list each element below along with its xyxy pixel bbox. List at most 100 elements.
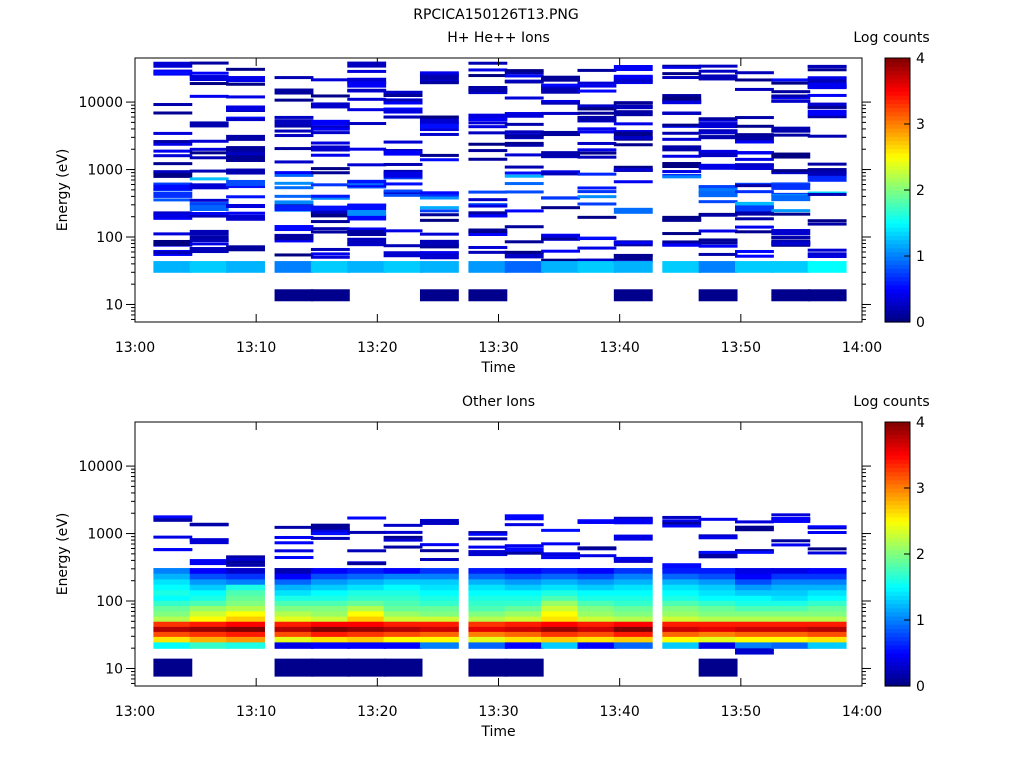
colorbar-segment bbox=[885, 132, 910, 137]
heatmap-cell bbox=[504, 626, 544, 633]
heatmap-cell bbox=[735, 254, 774, 258]
heatmap-cell bbox=[735, 190, 774, 194]
heatmap-cell bbox=[153, 216, 193, 220]
heatmap-cell bbox=[735, 261, 774, 268]
heatmap-cell bbox=[189, 75, 229, 82]
heatmap-cell bbox=[504, 174, 544, 178]
colorbar-segment bbox=[885, 297, 910, 302]
heatmap-cell bbox=[771, 543, 811, 547]
colorbar-segment bbox=[885, 657, 910, 662]
colorbar-segment bbox=[885, 438, 910, 444]
heatmap-cell bbox=[347, 237, 387, 244]
heatmap-cell bbox=[468, 550, 508, 557]
heatmap-cell bbox=[771, 568, 811, 575]
heatmap-cell bbox=[189, 94, 229, 98]
heatmap-cell bbox=[419, 606, 459, 612]
heatmap-cell bbox=[310, 616, 350, 623]
heatmap-cell bbox=[347, 595, 387, 602]
heatmap-cell bbox=[189, 568, 229, 575]
heatmap-cell bbox=[419, 209, 459, 213]
heatmap-cell bbox=[735, 225, 774, 229]
heatmap-cell bbox=[613, 79, 653, 83]
colorbar-segment bbox=[885, 144, 910, 150]
colorbar-segment bbox=[885, 463, 910, 468]
heatmap-cell bbox=[577, 89, 617, 93]
heatmap-cell bbox=[347, 626, 387, 633]
heatmap-cell bbox=[419, 193, 459, 197]
heatmap-cell bbox=[504, 252, 544, 259]
colorbar-segment bbox=[885, 599, 910, 605]
heatmap-cell bbox=[383, 193, 423, 197]
heatmap-cell bbox=[468, 91, 508, 95]
heatmap-cell bbox=[347, 562, 387, 566]
heatmap-cell bbox=[504, 568, 544, 575]
heatmap-cell bbox=[153, 198, 193, 202]
heatmap-cell bbox=[698, 606, 738, 612]
heatmap-cell bbox=[541, 111, 581, 115]
heatmap-cell bbox=[541, 249, 581, 253]
heatmap-cell bbox=[504, 114, 544, 118]
panel-title: H+ He++ Ions bbox=[447, 30, 550, 46]
colorbar-segment bbox=[885, 492, 910, 497]
heatmap-cell bbox=[419, 595, 459, 602]
colorbar-segment bbox=[885, 206, 910, 212]
heatmap-cell bbox=[226, 584, 265, 591]
heatmap-cell bbox=[771, 573, 811, 580]
heatmap-cell bbox=[613, 590, 653, 597]
heatmap-cell bbox=[226, 151, 265, 155]
heatmap-cell bbox=[383, 658, 423, 677]
x-tick-label: 14:00 bbox=[842, 704, 882, 720]
heatmap-cell bbox=[189, 214, 229, 218]
heatmap-cell bbox=[735, 584, 774, 591]
colorbar-segment bbox=[885, 157, 910, 162]
heatmap-cell bbox=[735, 205, 774, 212]
heatmap-cell bbox=[419, 196, 459, 200]
colorbar-segment bbox=[885, 615, 910, 621]
heatmap-cell bbox=[274, 253, 314, 257]
colorbar-tick-label: 3 bbox=[916, 481, 925, 497]
heatmap-cell bbox=[698, 150, 738, 157]
heatmap-cell bbox=[468, 68, 508, 72]
heatmap-cell bbox=[771, 96, 811, 100]
heatmap-cell bbox=[504, 225, 544, 229]
heatmap-cell bbox=[577, 621, 617, 628]
heatmap-cell bbox=[310, 621, 350, 628]
heatmap-cell bbox=[310, 255, 350, 259]
heatmap-cell bbox=[613, 122, 653, 126]
heatmap-cell bbox=[347, 108, 387, 112]
heatmap-cell bbox=[504, 112, 544, 116]
x-tick-label: 13:40 bbox=[599, 704, 639, 720]
heatmap-cell bbox=[468, 584, 508, 591]
heatmap-cell bbox=[504, 261, 544, 268]
heatmap-cell bbox=[310, 145, 350, 152]
heatmap-cell bbox=[662, 218, 702, 222]
heatmap-cell bbox=[698, 244, 738, 248]
heatmap-cell bbox=[504, 595, 544, 602]
colorbar-label: Log counts bbox=[853, 394, 929, 410]
x-tick-label: 13:50 bbox=[721, 704, 761, 720]
heatmap-cell bbox=[541, 600, 581, 607]
heatmap-cell bbox=[771, 289, 811, 302]
heatmap-cell bbox=[226, 261, 265, 268]
heatmap-cell bbox=[613, 137, 653, 141]
heatmap-cell bbox=[274, 616, 314, 623]
heatmap-cell bbox=[468, 204, 508, 208]
heatmap-cell bbox=[153, 251, 193, 255]
heatmap-cell bbox=[189, 261, 229, 268]
heatmap-cell bbox=[698, 149, 738, 153]
heatmap-cell bbox=[735, 134, 774, 138]
colorbar-segment bbox=[885, 504, 910, 510]
colorbar-segment bbox=[885, 198, 910, 203]
heatmap-cell bbox=[310, 611, 350, 618]
heatmap-cell bbox=[383, 636, 423, 643]
heatmap-cell bbox=[735, 212, 774, 216]
heatmap-cell bbox=[771, 631, 811, 638]
heatmap-cell bbox=[189, 151, 229, 155]
heatmap-cell bbox=[468, 590, 508, 597]
heatmap-cell bbox=[468, 88, 508, 92]
heatmap-cell bbox=[419, 521, 459, 525]
heatmap-cell bbox=[347, 81, 387, 88]
heatmap-cell bbox=[189, 205, 229, 212]
colorbar-segment bbox=[885, 194, 910, 199]
heatmap-cell bbox=[577, 519, 617, 523]
